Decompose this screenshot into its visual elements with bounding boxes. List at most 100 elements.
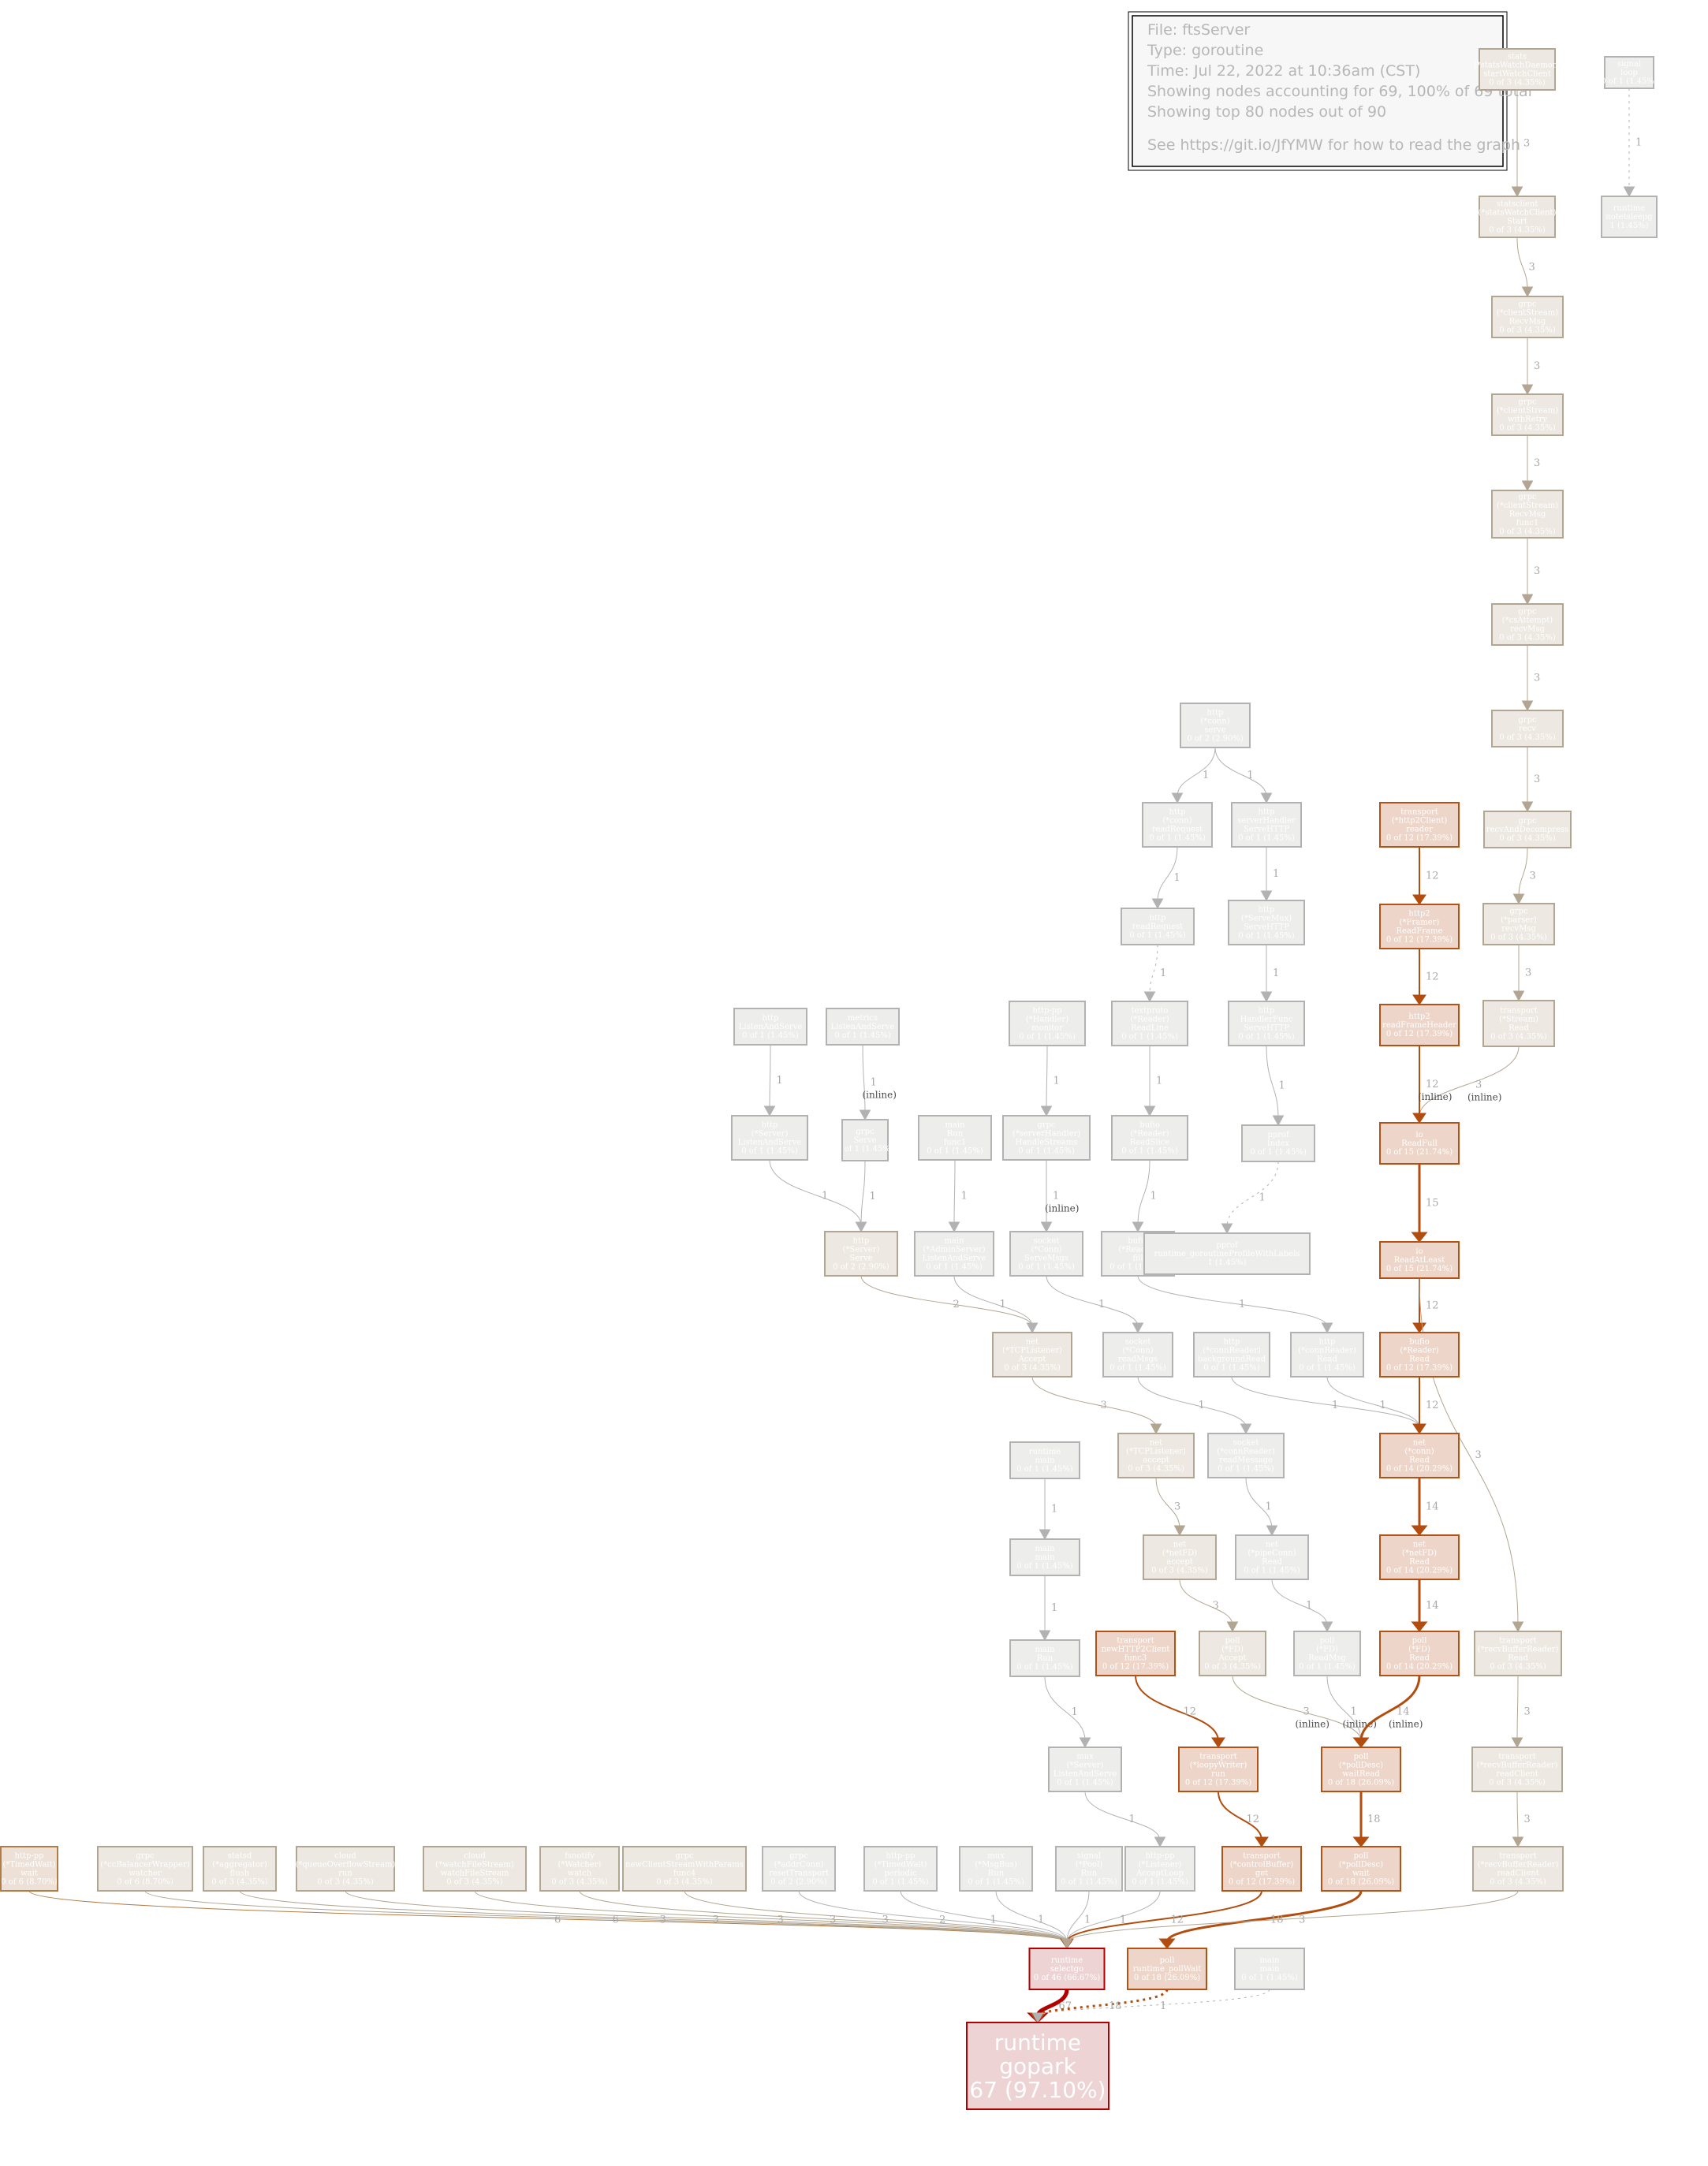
graph-node[interactable]: transport(*recvBufferReader)readClient0 … bbox=[1472, 1846, 1564, 1892]
edge-weight-label: 12 bbox=[1426, 871, 1439, 882]
edge-weight-label: 1 bbox=[1306, 1600, 1312, 1612]
legend-type: Type: goroutine bbox=[1147, 42, 1263, 59]
edge-arrowhead bbox=[1260, 991, 1273, 1003]
edge-weight-label: 12 bbox=[1426, 1300, 1439, 1312]
node-label: runtime bbox=[1051, 1956, 1083, 1965]
node-box bbox=[1117, 1433, 1195, 1478]
node-label: net bbox=[1413, 1541, 1426, 1549]
node-label: poll bbox=[1354, 1753, 1369, 1762]
edge: 6 bbox=[144, 1890, 1073, 1950]
edge-weight-label: 3 bbox=[713, 1914, 719, 1926]
edge-arrowhead bbox=[1512, 1836, 1524, 1848]
graph-node[interactable]: transport(*recvBufferReader)readClient0 … bbox=[1471, 1747, 1563, 1792]
node-label: Read bbox=[1409, 1654, 1430, 1663]
node-label: ServeMsgs bbox=[1024, 1254, 1068, 1263]
edge: 1 bbox=[1151, 846, 1180, 910]
edge: 6 bbox=[28, 1890, 1073, 1950]
graph-node[interactable]: pprofruntime_goroutineProfileWithLabels1… bbox=[1143, 1232, 1311, 1275]
graph-node[interactable]: cloud(*watchFileStream)watchFileStream0 … bbox=[423, 1846, 527, 1892]
node-label: 0 of 1 (1.45%) bbox=[1109, 1364, 1166, 1373]
edge: 3 bbox=[1521, 644, 1540, 712]
graph-node[interactable]: stats(*statsWatchDaemon)startWatchClient… bbox=[1474, 48, 1561, 91]
node-box bbox=[1482, 903, 1555, 945]
node-label: 1 (1.45%) bbox=[1207, 1258, 1246, 1267]
